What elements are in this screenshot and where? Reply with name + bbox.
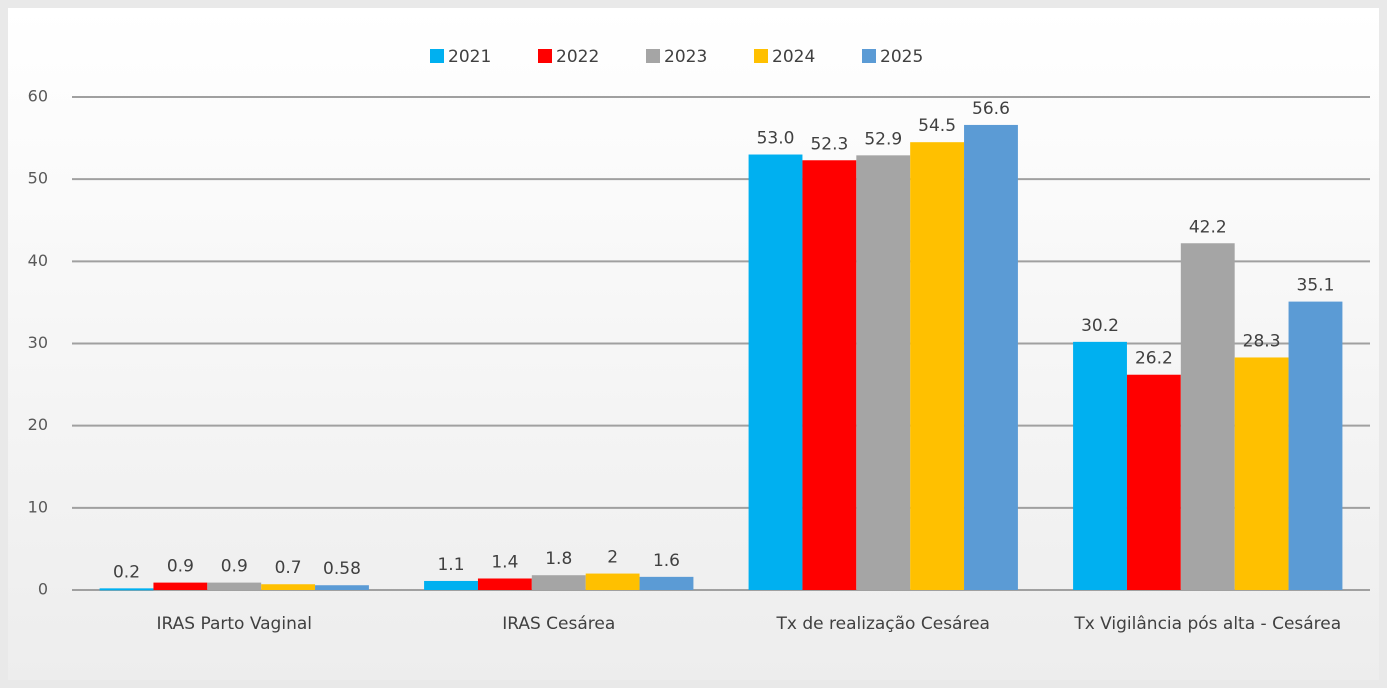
legend-label: 2022	[556, 47, 599, 67]
bar	[207, 582, 262, 590]
bar	[1288, 301, 1343, 590]
legend-swatch	[646, 49, 660, 63]
y-tick-label: 20	[28, 415, 48, 434]
data-label: 30.2	[1081, 316, 1119, 336]
legend-swatch	[538, 49, 552, 63]
legend-label: 2023	[664, 47, 707, 67]
x-tick-label: Tx de realização Cesárea	[776, 614, 990, 634]
bar	[424, 580, 478, 590]
data-label: 53.0	[757, 129, 795, 149]
bar	[802, 160, 857, 591]
legend-label: 2025	[880, 47, 923, 67]
data-label: 54.5	[918, 116, 956, 136]
bar	[315, 585, 369, 590]
y-tick-label: 40	[28, 251, 48, 270]
data-label: 0.58	[323, 559, 361, 579]
bar	[585, 573, 640, 590]
y-tick-label: 10	[28, 497, 48, 516]
data-label: 1.1	[437, 555, 464, 575]
bar	[1126, 374, 1181, 590]
y-tick-label: 60	[28, 87, 48, 106]
bar	[477, 578, 532, 590]
bar	[964, 124, 1018, 590]
bar	[639, 576, 694, 590]
data-label: 1.8	[545, 549, 572, 569]
y-tick-label: 50	[28, 169, 48, 188]
data-label: 1.6	[653, 551, 680, 571]
legend-label: 2021	[448, 47, 491, 67]
bar	[856, 155, 911, 591]
data-label: 26.2	[1135, 349, 1173, 369]
data-label: 0.2	[113, 562, 140, 582]
x-tick-label: IRAS Parto Vaginal	[156, 614, 312, 634]
bar	[748, 154, 803, 590]
y-tick-label: 30	[28, 333, 48, 352]
data-label: 1.4	[491, 552, 518, 572]
x-tick-label: IRAS Cesárea	[502, 614, 616, 634]
legend-swatch	[430, 49, 444, 63]
data-label: 28.3	[1243, 331, 1281, 351]
data-label: 2	[607, 548, 618, 568]
legend-swatch	[754, 49, 768, 63]
bar	[153, 582, 208, 590]
data-label: 56.6	[972, 99, 1010, 119]
data-label: 42.2	[1189, 217, 1227, 237]
data-label: 52.9	[864, 129, 902, 149]
bar	[531, 575, 586, 590]
y-tick-label: 0	[38, 580, 48, 599]
legend-swatch	[862, 49, 876, 63]
data-label: 52.3	[810, 134, 848, 154]
bar	[1180, 243, 1235, 591]
bar	[1073, 341, 1127, 590]
data-label: 0.9	[221, 557, 248, 577]
data-label: 35.1	[1297, 276, 1335, 296]
data-label: 0.7	[275, 558, 302, 578]
x-tick-label: Tx Vigilância pós alta - Cesárea	[1074, 614, 1342, 634]
bar	[261, 584, 316, 590]
bar	[1234, 357, 1289, 590]
data-label: 0.9	[167, 557, 194, 577]
bar	[910, 142, 965, 591]
bar	[99, 588, 154, 591]
legend-label: 2024	[772, 47, 815, 67]
